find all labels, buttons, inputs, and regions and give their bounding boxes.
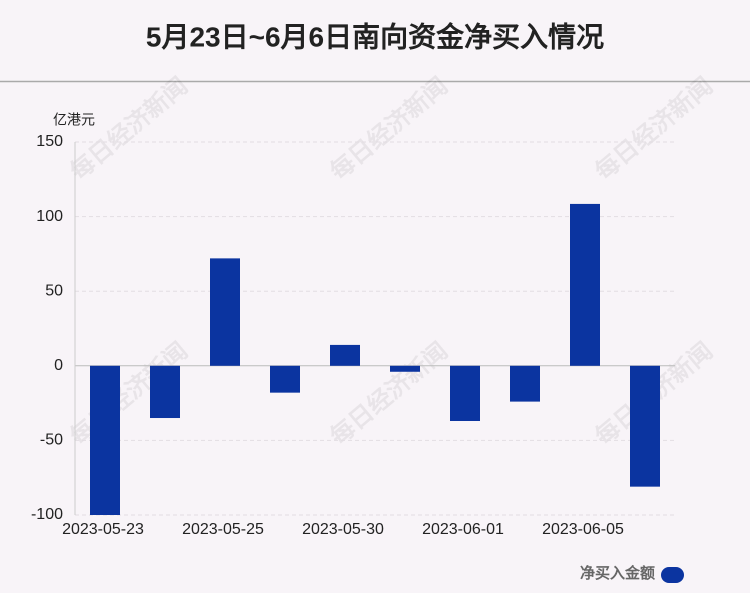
bar [150, 365, 180, 419]
bar [450, 365, 480, 422]
legend-swatch [661, 567, 684, 583]
bar [270, 365, 300, 393]
y-tick-label: 100 [36, 208, 63, 225]
x-tick-label: 2023-06-05 [542, 521, 624, 538]
y-tick-label: 0 [54, 357, 63, 374]
bar [210, 258, 240, 366]
x-tick-label: 2023-05-30 [302, 521, 384, 538]
chart-title: 5月23日~6月6日南向资金净买入情况 [146, 20, 604, 52]
legend-label: 净买入金额 [580, 564, 655, 582]
y-tick-label: 50 [45, 282, 63, 299]
bar [510, 365, 540, 402]
y-tick-label: -50 [40, 432, 63, 449]
y-tick-label: -100 [31, 506, 63, 523]
bar [630, 365, 660, 487]
x-tick-label: 2023-06-01 [422, 521, 504, 538]
bar [330, 344, 360, 366]
x-tick-label: 2023-05-25 [182, 521, 264, 538]
bar [390, 365, 420, 372]
bar [90, 365, 120, 515]
x-tick-label: 2023-05-23 [62, 521, 144, 538]
y-axis-label: 亿港元 [53, 112, 95, 128]
bar [570, 203, 600, 366]
y-tick-label: 150 [36, 133, 63, 150]
